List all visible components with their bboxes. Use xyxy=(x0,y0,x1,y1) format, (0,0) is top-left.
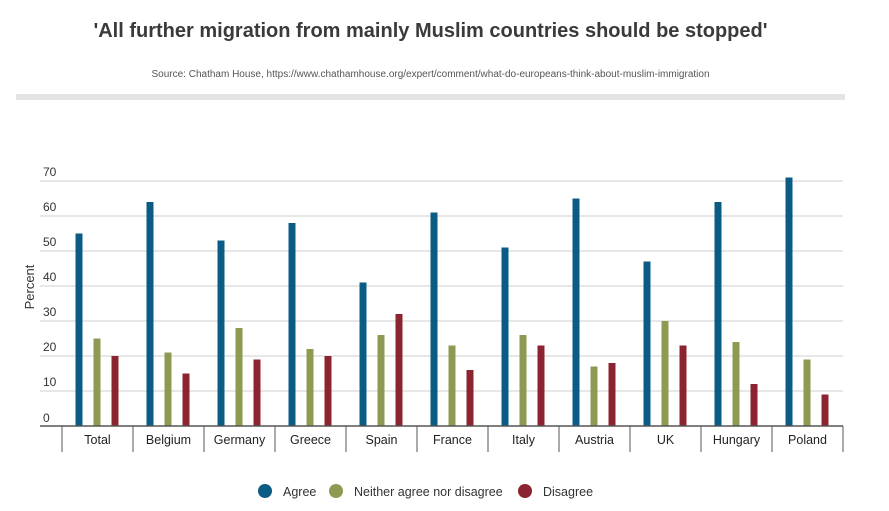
bar-disagree-italy xyxy=(537,345,545,426)
bar-agree-germany xyxy=(217,240,225,426)
bar-neither-agree-nor-disagree-uk xyxy=(661,321,669,426)
bar-neither-agree-nor-disagree-total xyxy=(93,338,101,426)
bar-disagree-uk xyxy=(679,345,687,426)
legend-label: Neither agree nor disagree xyxy=(354,485,503,499)
bar-disagree-spain xyxy=(395,314,403,426)
bar-neither-agree-nor-disagree-hungary xyxy=(732,342,740,426)
bar-agree-austria xyxy=(572,198,580,426)
bar-agree-spain xyxy=(359,282,367,426)
bar-agree-hungary xyxy=(714,202,722,426)
bar-disagree-poland xyxy=(821,394,829,426)
bar-neither-agree-nor-disagree-spain xyxy=(377,335,385,426)
y-axis-label: Percent xyxy=(22,264,37,309)
bar-disagree-greece xyxy=(324,356,332,426)
y-tick-label: 40 xyxy=(43,270,57,284)
x-tick-label: Germany xyxy=(214,433,266,447)
bar-neither-agree-nor-disagree-germany xyxy=(235,328,243,426)
legend-swatch xyxy=(258,484,272,498)
y-axis-ticks: 0 10 20 30 40 50 60 70 xyxy=(43,165,57,425)
bar-disagree-france xyxy=(466,370,474,426)
x-tick-label: UK xyxy=(657,433,675,447)
x-tick-label: France xyxy=(433,433,472,447)
chart-source: Source: Chatham House, https://www.chath… xyxy=(151,69,710,80)
x-tick-label: Greece xyxy=(290,433,331,447)
x-tick-label: Belgium xyxy=(146,433,191,447)
y-tick-label: 70 xyxy=(43,165,57,179)
legend-label: Agree xyxy=(283,485,316,499)
bar-neither-agree-nor-disagree-italy xyxy=(519,335,527,426)
bar-neither-agree-nor-disagree-austria xyxy=(590,366,598,426)
x-tick-label: Poland xyxy=(788,433,827,447)
bar-disagree-belgium xyxy=(182,373,190,426)
bar-disagree-austria xyxy=(608,363,616,426)
y-tick-label: 20 xyxy=(43,340,57,354)
bar-agree-italy xyxy=(501,247,509,426)
bar-agree-total xyxy=(75,233,83,426)
legend: Agree Neither agree nor disagree Disagree xyxy=(258,484,593,499)
gridlines xyxy=(40,180,843,392)
x-axis: Total Belgium Germany Greece Spain France Ital… xyxy=(40,425,844,452)
bar-neither-agree-nor-disagree-france xyxy=(448,345,456,426)
y-tick-label: 60 xyxy=(43,200,57,214)
bar-agree-france xyxy=(430,212,438,426)
bar-disagree-total xyxy=(111,356,119,426)
bar-neither-agree-nor-disagree-poland xyxy=(803,359,811,426)
chart-title: 'All further migration from mainly Musli… xyxy=(93,20,768,42)
legend-swatch xyxy=(518,484,532,498)
x-tick-label: Hungary xyxy=(713,433,761,447)
bar-disagree-hungary xyxy=(750,384,758,426)
x-tick-label: Total xyxy=(84,433,110,447)
legend-label: Disagree xyxy=(543,485,593,499)
bar-agree-poland xyxy=(785,177,793,426)
y-tick-label: 0 xyxy=(43,411,50,425)
bar-neither-agree-nor-disagree-belgium xyxy=(164,352,172,426)
bar-disagree-germany xyxy=(253,359,261,426)
bar-neither-agree-nor-disagree-greece xyxy=(306,349,314,426)
legend-swatch xyxy=(329,484,343,498)
x-tick-label: Spain xyxy=(366,433,398,447)
bars xyxy=(75,177,829,426)
y-tick-label: 50 xyxy=(43,235,57,249)
x-tick-label: Italy xyxy=(512,433,536,447)
bar-agree-greece xyxy=(288,223,296,426)
header-divider xyxy=(16,94,845,100)
y-tick-label: 10 xyxy=(43,375,57,389)
y-tick-label: 30 xyxy=(43,305,57,319)
bar-agree-uk xyxy=(643,261,651,426)
bar-agree-belgium xyxy=(146,202,154,426)
x-tick-label: Austria xyxy=(575,433,614,447)
